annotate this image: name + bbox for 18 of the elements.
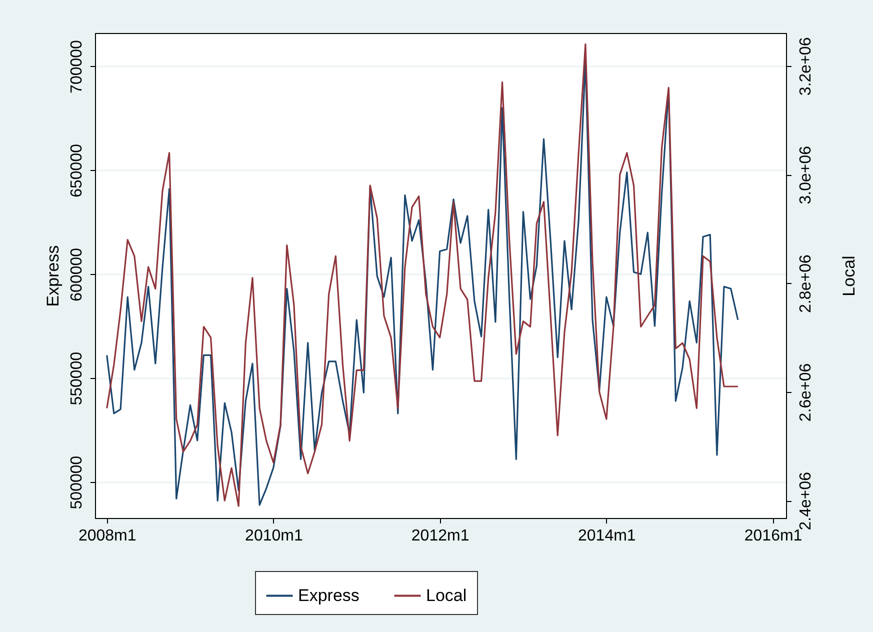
y-axis-title: Express xyxy=(44,245,62,307)
y2-tick-label: 2.6e+06 xyxy=(798,363,814,422)
legend-label: Local xyxy=(426,586,467,605)
y-tick-label: 650000 xyxy=(68,144,86,198)
y-tick-label: 550000 xyxy=(68,352,86,406)
y2-axis-title: Local xyxy=(840,256,858,296)
x-tick-label: 2008m1 xyxy=(78,528,136,544)
legend-label: Express xyxy=(298,586,360,605)
x-tick-label: 2014m1 xyxy=(578,528,636,544)
y-tick-label: 500000 xyxy=(68,456,86,510)
y2-tick-label: 3.2e+06 xyxy=(798,37,814,96)
y2-tick-label: 3.0e+06 xyxy=(798,146,814,204)
y-tick-label: 700000 xyxy=(68,40,86,94)
x-tick-label: 2010m1 xyxy=(245,528,303,544)
y2-tick-label: 2.8e+06 xyxy=(798,254,814,313)
y2-tick-label: 2.4e+06 xyxy=(798,472,814,530)
x-tick-label: 2012m1 xyxy=(411,528,470,544)
y-tick-label: 600000 xyxy=(68,248,86,302)
